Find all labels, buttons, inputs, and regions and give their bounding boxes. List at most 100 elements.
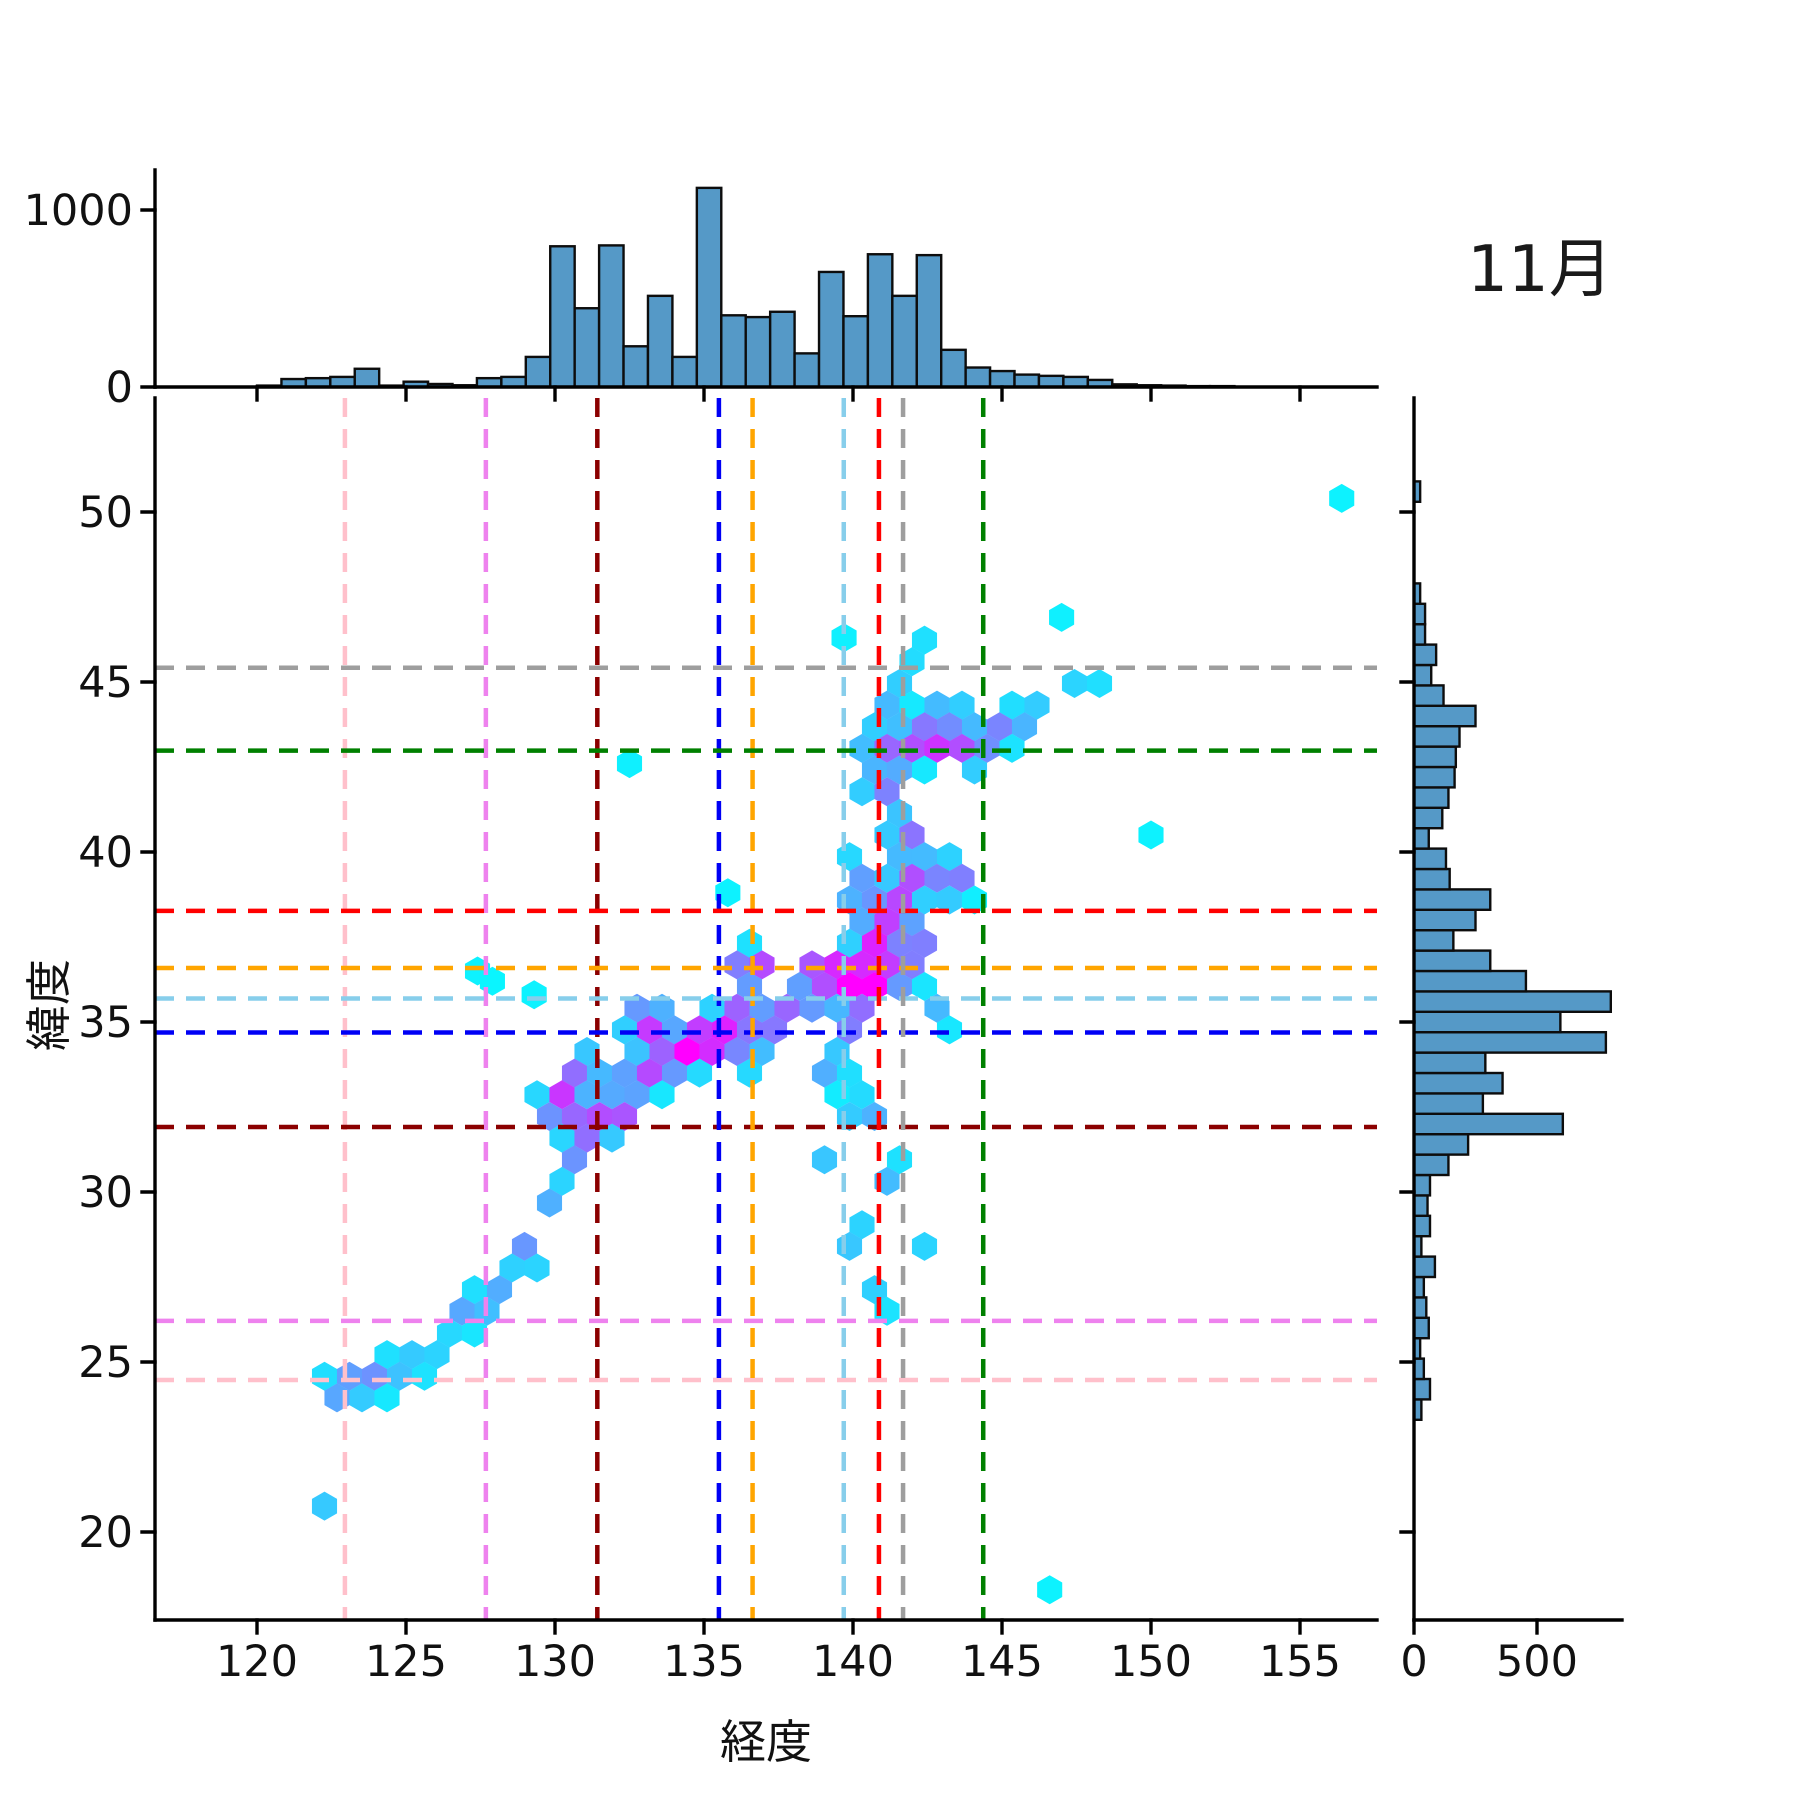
hist-x-bar [842,315,870,389]
hexbin-cell [649,1080,675,1110]
hexbin-cell [686,1015,713,1045]
hexbin-cell [911,1231,938,1261]
hist-x-bar [646,294,674,389]
hist-y-bar [1412,745,1458,769]
hexbin-cell [736,1058,763,1088]
hexbin-cell [311,1491,338,1521]
hexbin-cell [849,733,875,763]
hist-y-bar [1412,929,1455,952]
hexbin-cell [736,928,763,958]
hexbin-cell [461,1318,488,1348]
hexbin-cell [461,1275,488,1305]
hist-x-bar [768,310,796,389]
hexbin-cell [911,972,938,1002]
hexbin-cell [1086,668,1113,698]
hexbin-cell [661,1058,688,1088]
svg-text:120: 120 [216,1637,298,1687]
hexbin-cell [961,712,988,742]
hexbin-cell [899,820,925,850]
hexbin-cell [936,885,963,915]
hexbin-cell [549,1080,575,1110]
hist-y-bar [1412,1214,1432,1238]
hexbin-cell [999,690,1025,720]
hist-x-bar [817,270,845,389]
hexbin-cell [449,1296,475,1326]
hist-y-bar [1412,1377,1432,1401]
hexbin-cell [961,755,988,785]
hist-x-bar [353,367,381,389]
hexbin-cell [886,972,913,1002]
hist-y-bar [1412,806,1444,830]
hexbin-cell [924,733,950,763]
hexbin-cell [574,1123,600,1153]
hexbin-cell-outlier [715,878,741,908]
hist-y-bar [1412,765,1456,789]
hexbin-cell-outlier [1037,1575,1063,1605]
hexbin-cell [811,1058,838,1088]
hist-y-bar [1412,1296,1428,1320]
svg-text:45: 45 [78,658,133,708]
hexbin-cell [636,1015,663,1045]
hexbin-cell [886,755,913,785]
hexbin-cell [524,1080,550,1110]
hexbin-cell [886,712,913,742]
hexbin-cell [786,972,813,1002]
hist-y-bar [1412,949,1492,973]
hexbin-cell [849,1210,875,1240]
hist-y-bar [1412,908,1477,932]
hexbin-cell [749,950,775,980]
hexbin-cell [911,928,938,958]
hist-y-bar [1412,867,1451,891]
hexbin-cell [849,863,875,893]
hexbin-cell [724,950,750,980]
hexbin-cell [624,1080,650,1110]
svg-text:0: 0 [1400,1637,1427,1687]
x-axis-label: 経度 [720,1715,812,1769]
hist-x-bar [622,345,650,389]
hexbin-cell [886,885,913,915]
hexbin-cell [361,1361,388,1391]
hist-y-bar [1412,1051,1487,1075]
hist-y-bar [1412,1316,1430,1340]
hexbin-cell [599,1080,625,1110]
hexbin-cell [911,885,938,915]
hexbin-cell [924,690,950,720]
hexbin-cell [961,885,988,915]
hexbin-cell [399,1340,425,1370]
hexbin-cell [761,1015,788,1045]
svg-text:150: 150 [1110,1637,1192,1687]
hist-y-bar [1412,643,1438,667]
hist-y-bar [1412,847,1448,871]
hist-x-bar [597,244,625,389]
hexbin-cell [1024,690,1050,720]
hexbin-cell [936,712,963,742]
hexbin-cell [886,928,913,958]
hexbin-cell [749,993,775,1023]
hexbin-cell [549,1123,575,1153]
hist-y-bar [1412,663,1433,687]
hist-y-bar [1412,1030,1608,1054]
hexbin-cell [886,1145,913,1175]
hist-y-bar [1412,1092,1485,1116]
svg-text:130: 130 [514,1637,596,1687]
hexbin-cell [1011,712,1038,742]
hexbin-cell [811,1145,838,1175]
hexbin-cell [349,1383,375,1413]
hexbin-cell [774,993,800,1023]
hexbin-cell [849,777,875,807]
svg-text:155: 155 [1259,1637,1341,1687]
hexbin-cell [936,842,963,872]
hexbin-cell [374,1383,400,1413]
hexbin-cell [849,950,875,980]
hist-y-bar [1412,1010,1562,1034]
hexbin-cell [511,1231,538,1261]
hist-x-bar [720,314,747,389]
svg-text:30: 30 [78,1168,133,1218]
hexbin-cell [611,1058,638,1088]
hexbin-cell [924,863,950,893]
svg-text:145: 145 [961,1637,1043,1687]
hexbin-cell-outlier [1138,820,1164,850]
hexbin-cell [886,798,913,828]
hexbin-cell [724,993,750,1023]
